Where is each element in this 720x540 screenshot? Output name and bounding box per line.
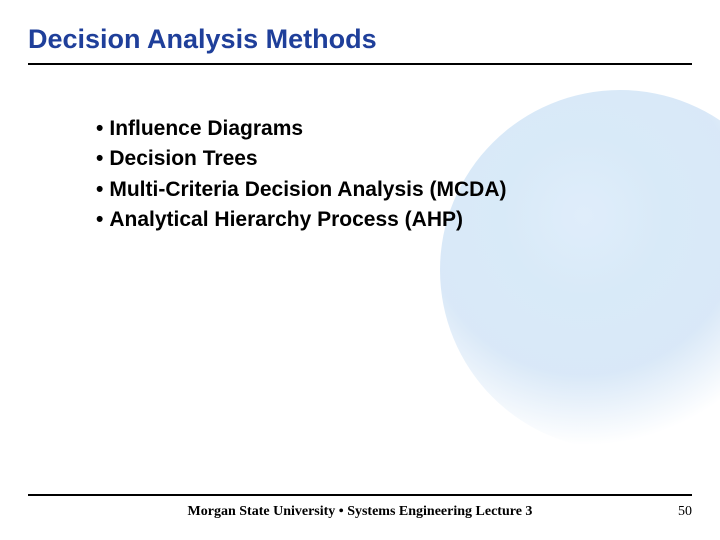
list-item: • Decision Trees <box>96 145 672 173</box>
title-underline <box>28 63 692 65</box>
list-item-label: Decision Trees <box>109 147 257 170</box>
list-item-label: Multi-Criteria Decision Analysis (MCDA) <box>109 178 506 201</box>
list-item: • Multi-Criteria Decision Analysis (MCDA) <box>96 176 672 204</box>
page-number: 50 <box>652 504 692 520</box>
bullet-icon: • <box>96 147 103 170</box>
slide: Decision Analysis Methods • Influence Dia… <box>0 0 720 540</box>
footer-row: Morgan State University • Systems Engine… <box>28 504 692 520</box>
footer-text: Morgan State University • Systems Engine… <box>68 504 652 520</box>
slide-footer: Morgan State University • Systems Engine… <box>28 494 692 520</box>
list-item-label: Influence Diagrams <box>109 117 303 140</box>
list-item: • Analytical Hierarchy Process (AHP) <box>96 206 672 234</box>
slide-title: Decision Analysis Methods <box>28 24 692 55</box>
bullet-icon: • <box>96 117 103 140</box>
bullet-icon: • <box>96 178 103 201</box>
list-item: • Influence Diagrams <box>96 115 672 143</box>
list-item-label: Analytical Hierarchy Process (AHP) <box>109 208 463 231</box>
bullet-icon: • <box>96 208 103 231</box>
footer-rule <box>28 494 692 496</box>
bullet-list: • Influence Diagrams • Decision Trees • Mul… <box>28 115 692 234</box>
